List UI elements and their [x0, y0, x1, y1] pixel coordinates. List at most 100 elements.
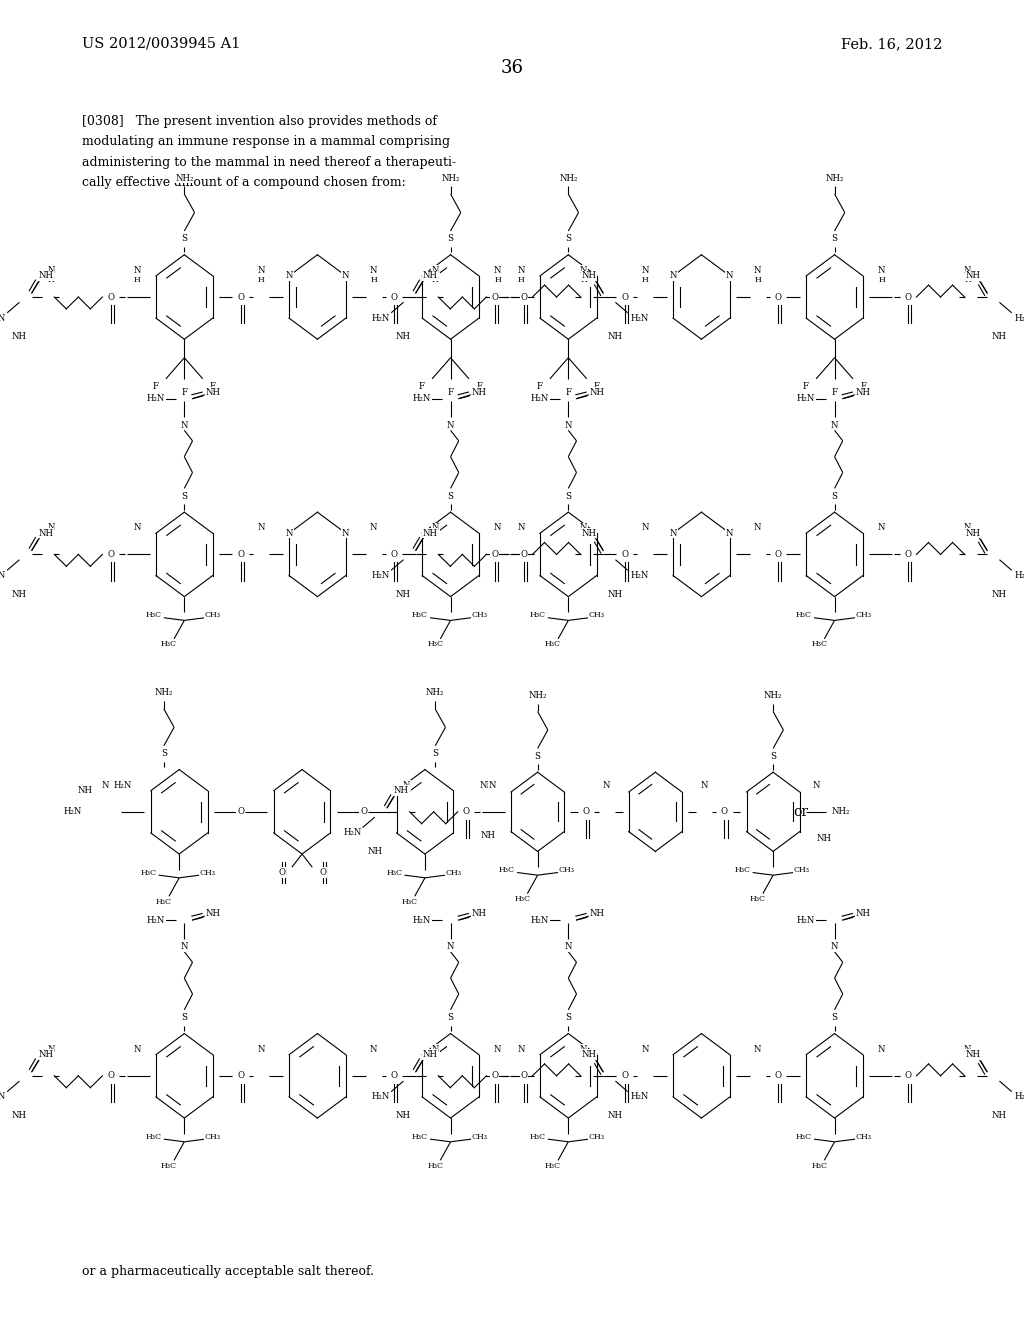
Text: O: O [360, 808, 367, 816]
Text: O: O [622, 1072, 628, 1080]
Text: H₃C: H₃C [386, 869, 402, 876]
Text: F: F [565, 388, 571, 396]
Text: O: O [721, 808, 728, 816]
Text: [0308]   The present invention also provides methods of: [0308] The present invention also provid… [82, 115, 437, 128]
Text: H₃C: H₃C [156, 898, 172, 906]
Text: O: O [238, 550, 244, 558]
Text: S: S [831, 1014, 838, 1022]
Text: N: N [370, 524, 378, 532]
Text: N: N [754, 267, 762, 275]
Text: N: N [754, 524, 762, 532]
Text: N: N [180, 421, 188, 429]
Text: CH₃: CH₃ [471, 611, 487, 619]
Text: H₂N: H₂N [631, 314, 649, 322]
Text: N: N [812, 781, 820, 789]
Text: N: N [603, 781, 610, 789]
Text: N: N [726, 529, 733, 537]
Text: O: O [492, 293, 498, 301]
Text: NH: NH [423, 272, 437, 280]
Text: N: N [342, 272, 349, 280]
Text: H₃C: H₃C [401, 898, 418, 906]
Text: NH: NH [39, 529, 53, 537]
Text: N: N [133, 267, 141, 275]
Text: N: N [494, 267, 502, 275]
Text: 36: 36 [501, 59, 523, 78]
Text: CH₃: CH₃ [445, 869, 462, 876]
Text: NH: NH [423, 529, 437, 537]
Text: H₂N: H₂N [372, 314, 390, 322]
Text: H₃C: H₃C [529, 1133, 546, 1140]
Text: H₂N: H₂N [530, 395, 549, 403]
Text: F: F [537, 383, 543, 391]
Text: O: O [492, 550, 498, 558]
Text: H: H [642, 276, 648, 284]
Text: O: O [391, 550, 397, 558]
Text: N: N [47, 267, 55, 275]
Text: N: N [286, 272, 293, 280]
Text: F: F [181, 388, 187, 396]
Text: F: F [831, 388, 838, 396]
Text: H: H [581, 276, 587, 284]
Text: O: O [492, 1072, 498, 1080]
Text: O: O [905, 1072, 911, 1080]
Text: N: N [494, 524, 502, 532]
Text: F: F [210, 383, 216, 391]
Text: NH₂: NH₂ [175, 174, 194, 182]
Text: O: O [279, 869, 285, 876]
Text: NH: NH [966, 529, 980, 537]
Text: NH: NH [12, 1111, 27, 1119]
Text: O: O [238, 1072, 244, 1080]
Text: H₂N: H₂N [1015, 572, 1024, 579]
Text: or a pharmaceutically acceptable salt thereof.: or a pharmaceutically acceptable salt th… [82, 1265, 374, 1278]
Text: H₂N: H₂N [0, 572, 6, 579]
Text: O: O [622, 550, 628, 558]
Text: O: O [108, 550, 114, 558]
Text: US 2012/0039945 A1: US 2012/0039945 A1 [82, 37, 241, 51]
Text: NH: NH [992, 590, 1007, 598]
Text: H₂N: H₂N [114, 781, 132, 789]
Text: F: F [594, 383, 600, 391]
Text: N: N [133, 1045, 141, 1053]
Text: H: H [134, 276, 140, 284]
Text: modulating an immune response in a mammal comprising: modulating an immune response in a mamma… [82, 135, 450, 148]
Text: N: N [878, 1045, 886, 1053]
Text: N: N [580, 524, 588, 532]
Text: CH₃: CH₃ [589, 1133, 605, 1140]
Text: F: F [153, 383, 159, 391]
Text: NH: NH [582, 529, 596, 537]
Text: or: or [794, 805, 809, 818]
Text: H: H [518, 276, 524, 284]
Text: N: N [580, 1045, 588, 1053]
Text: Feb. 16, 2012: Feb. 16, 2012 [841, 37, 942, 51]
Text: N: N [754, 1045, 762, 1053]
Text: S: S [831, 235, 838, 243]
Text: O: O [319, 869, 326, 876]
Text: NH: NH [39, 1051, 53, 1059]
Text: N: N [700, 781, 708, 789]
Text: H₃C: H₃C [499, 866, 515, 874]
Text: CH₃: CH₃ [558, 866, 574, 874]
Text: N: N [47, 524, 55, 532]
Text: NH₂: NH₂ [825, 174, 844, 182]
Text: NH: NH [396, 590, 411, 598]
Text: N: N [830, 942, 839, 950]
Text: N: N [342, 529, 349, 537]
Text: N: N [370, 267, 378, 275]
Text: N: N [446, 421, 455, 429]
Text: S: S [565, 1014, 571, 1022]
Text: H₃C: H₃C [412, 1133, 428, 1140]
Text: S: S [161, 750, 167, 758]
Text: N: N [517, 267, 525, 275]
Text: O: O [521, 550, 527, 558]
Text: H₂N: H₂N [631, 1093, 649, 1101]
Text: O: O [521, 1072, 527, 1080]
Text: N: N [488, 781, 497, 789]
Text: H₂N: H₂N [797, 916, 815, 924]
Text: H₂N: H₂N [1015, 314, 1024, 322]
Text: H: H [755, 276, 761, 284]
Text: S: S [181, 492, 187, 500]
Text: NH: NH [582, 1051, 596, 1059]
Text: H₃C: H₃C [545, 1162, 561, 1170]
Text: H₃C: H₃C [161, 1162, 177, 1170]
Text: NH: NH [12, 590, 27, 598]
